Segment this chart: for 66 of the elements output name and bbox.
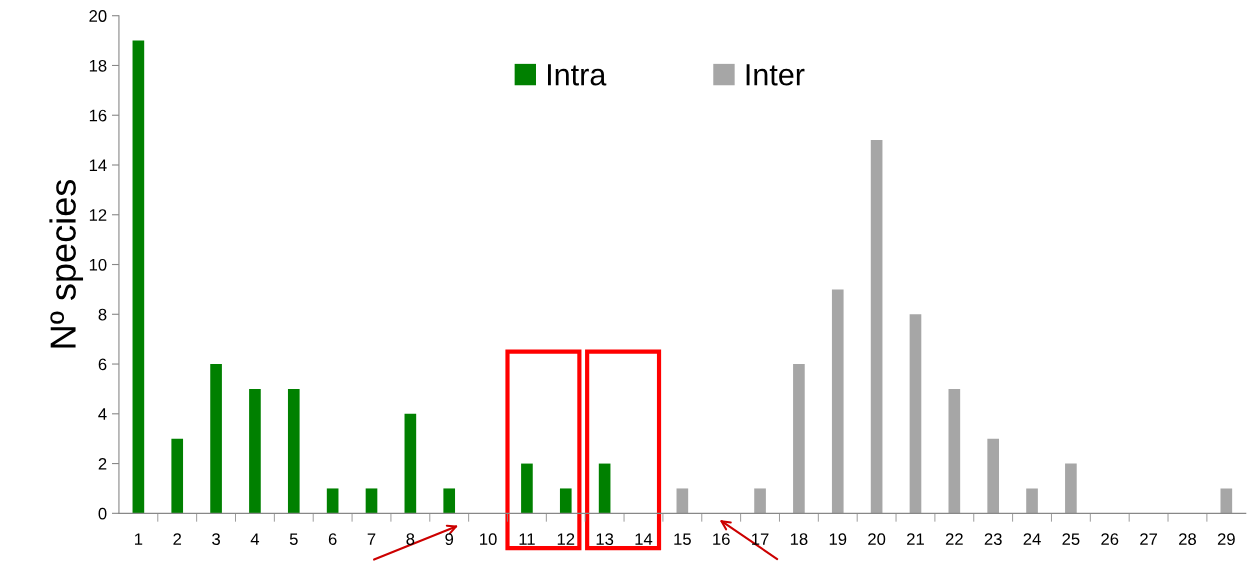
- x-tick-label: 13: [596, 533, 614, 546]
- x-tick-label: 26: [1101, 533, 1119, 546]
- y-tick-label: 10: [89, 258, 107, 271]
- bar: [831, 289, 844, 514]
- y-tick-label: 6: [98, 358, 107, 371]
- y-tick-label: 18: [89, 59, 107, 72]
- x-tick-label: 1: [135, 533, 143, 545]
- x-tick-label: 25: [1062, 533, 1080, 546]
- x-tick-label: 7: [367, 533, 376, 545]
- bar: [521, 463, 533, 514]
- x-tick-label: 29: [1217, 533, 1235, 546]
- x-tick-label: 2: [173, 533, 182, 545]
- x-tick-label: 9: [445, 533, 454, 546]
- x-tick-label: 4: [250, 533, 260, 545]
- y-tick-label: 14: [89, 159, 107, 172]
- bar: [249, 388, 261, 514]
- legend-label: Intra: [548, 64, 607, 86]
- x-tick-label: 19: [829, 533, 847, 546]
- x-tick-label: 11: [519, 533, 535, 545]
- bar: [676, 488, 689, 514]
- x-tick-label: 20: [868, 533, 886, 546]
- x-tick-label: 12: [557, 533, 575, 545]
- x-tick-label: 16: [713, 533, 730, 546]
- x-tick-label: 24: [1023, 533, 1041, 545]
- bar: [132, 40, 145, 514]
- y-tick-label: 2: [98, 457, 107, 470]
- x-tick-label: 18: [790, 533, 808, 546]
- y-tick-label: 16: [89, 109, 107, 122]
- bar: [598, 463, 611, 514]
- y-tick-label: 4: [98, 408, 107, 420]
- x-tick-label: 8: [406, 533, 415, 546]
- x-tick-label: 21: [907, 533, 924, 545]
- bar: [404, 413, 417, 514]
- x-tick-label: 22: [945, 533, 963, 545]
- legend-label: Inter: [746, 64, 805, 86]
- y-tick-label: 12: [89, 209, 107, 221]
- y-tick-label: 8: [98, 308, 107, 321]
- x-tick-label: 27: [1140, 533, 1158, 545]
- bar: [987, 438, 1000, 514]
- bar: [287, 388, 300, 514]
- bar: [559, 488, 572, 514]
- bar: [210, 364, 222, 514]
- bar: [171, 438, 184, 514]
- bar: [870, 140, 883, 514]
- y-tick-label: 0: [98, 507, 107, 520]
- y-axis-title: Nº species: [49, 179, 84, 348]
- bar: [1065, 463, 1077, 514]
- x-tick-label: 28: [1179, 533, 1196, 546]
- x-tick-label: 3: [212, 533, 220, 546]
- bar: [754, 488, 766, 514]
- bar: [365, 488, 378, 514]
- bar: [443, 488, 456, 514]
- x-tick-label: 17: [752, 533, 769, 545]
- bar: [793, 364, 805, 514]
- bar: [909, 314, 922, 514]
- x-tick-label: 5: [289, 533, 298, 546]
- x-tick-label: 14: [635, 533, 653, 545]
- y-tick-label: 20: [89, 10, 107, 22]
- x-tick-label: 6: [328, 533, 337, 546]
- bar: [326, 488, 339, 514]
- x-tick-label: 23: [984, 533, 1002, 546]
- x-tick-label: 10: [480, 533, 497, 546]
- bar: [948, 388, 961, 514]
- bar: [1026, 488, 1038, 514]
- x-tick-label: 15: [674, 533, 691, 546]
- bar: [1220, 488, 1233, 514]
